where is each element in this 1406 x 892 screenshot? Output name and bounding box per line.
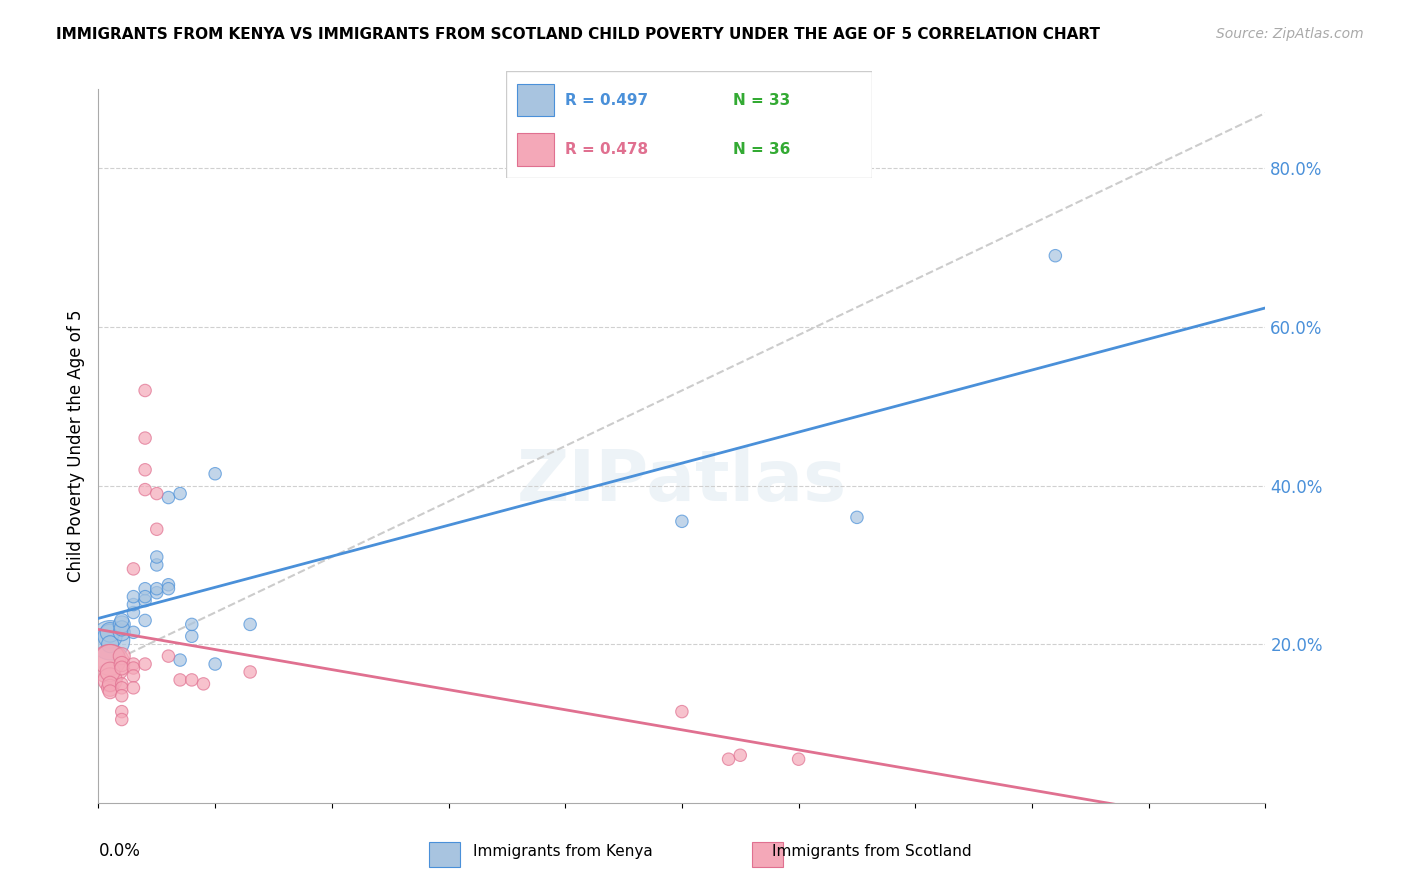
Point xyxy=(111,677,134,691)
Bar xyxy=(517,134,554,166)
Point xyxy=(134,483,156,497)
Point xyxy=(122,681,145,695)
Text: R = 0.478: R = 0.478 xyxy=(565,142,648,157)
Point xyxy=(98,629,121,643)
Point xyxy=(134,593,156,607)
Text: R = 0.497: R = 0.497 xyxy=(565,93,648,108)
Point xyxy=(111,689,134,703)
Point xyxy=(98,681,121,695)
Point xyxy=(728,748,751,763)
Point xyxy=(111,649,134,664)
Point xyxy=(157,578,180,592)
Point xyxy=(122,590,145,604)
Point xyxy=(134,431,156,445)
FancyBboxPatch shape xyxy=(506,71,872,178)
Point xyxy=(111,657,134,671)
Point xyxy=(193,677,215,691)
Point xyxy=(169,653,191,667)
Point xyxy=(111,621,134,635)
Point xyxy=(134,614,156,628)
Point xyxy=(169,673,191,687)
Point xyxy=(157,491,180,505)
Point xyxy=(787,752,810,766)
Point xyxy=(98,625,121,640)
Point xyxy=(146,549,169,564)
Point xyxy=(180,617,202,632)
Point xyxy=(146,582,169,596)
Point xyxy=(111,713,134,727)
Point xyxy=(157,582,180,596)
Text: ZIPatlas: ZIPatlas xyxy=(517,447,846,516)
Point xyxy=(180,673,202,687)
Point xyxy=(1045,249,1067,263)
Point xyxy=(122,661,145,675)
Point xyxy=(111,614,134,628)
Text: IMMIGRANTS FROM KENYA VS IMMIGRANTS FROM SCOTLAND CHILD POVERTY UNDER THE AGE OF: IMMIGRANTS FROM KENYA VS IMMIGRANTS FROM… xyxy=(56,27,1101,42)
Point xyxy=(122,625,145,640)
Point xyxy=(239,665,262,679)
Y-axis label: Child Poverty Under the Age of 5: Child Poverty Under the Age of 5 xyxy=(66,310,84,582)
Point xyxy=(98,665,121,679)
Text: N = 36: N = 36 xyxy=(733,142,790,157)
Point xyxy=(98,633,121,648)
Point xyxy=(146,486,169,500)
Point xyxy=(204,467,226,481)
Point xyxy=(122,669,145,683)
Point xyxy=(122,657,145,671)
Point xyxy=(98,685,121,699)
Point xyxy=(111,625,134,640)
Point xyxy=(134,657,156,671)
Point xyxy=(157,649,180,664)
Text: Immigrants from Kenya: Immigrants from Kenya xyxy=(472,845,652,859)
Point xyxy=(845,510,868,524)
Point xyxy=(134,590,156,604)
Point xyxy=(671,705,693,719)
Point xyxy=(122,598,145,612)
Point xyxy=(146,558,169,572)
Point xyxy=(111,661,134,675)
Text: N = 33: N = 33 xyxy=(733,93,790,108)
Point xyxy=(146,522,169,536)
Point xyxy=(111,681,134,695)
Text: Immigrants from Scotland: Immigrants from Scotland xyxy=(772,845,972,859)
Point xyxy=(98,653,121,667)
Point xyxy=(134,582,156,596)
Point xyxy=(98,657,121,671)
Point xyxy=(134,463,156,477)
Point xyxy=(239,617,262,632)
Point xyxy=(98,673,121,687)
Point xyxy=(111,705,134,719)
Point xyxy=(122,562,145,576)
Text: Source: ZipAtlas.com: Source: ZipAtlas.com xyxy=(1216,27,1364,41)
Bar xyxy=(517,84,554,116)
Point xyxy=(111,617,134,632)
Point xyxy=(98,677,121,691)
Point xyxy=(169,486,191,500)
Point xyxy=(204,657,226,671)
Point xyxy=(717,752,740,766)
Point xyxy=(122,606,145,620)
Point xyxy=(180,629,202,643)
Point xyxy=(671,514,693,528)
Text: 0.0%: 0.0% xyxy=(98,842,141,860)
Point xyxy=(98,637,121,651)
Point xyxy=(134,384,156,398)
Point xyxy=(146,585,169,599)
